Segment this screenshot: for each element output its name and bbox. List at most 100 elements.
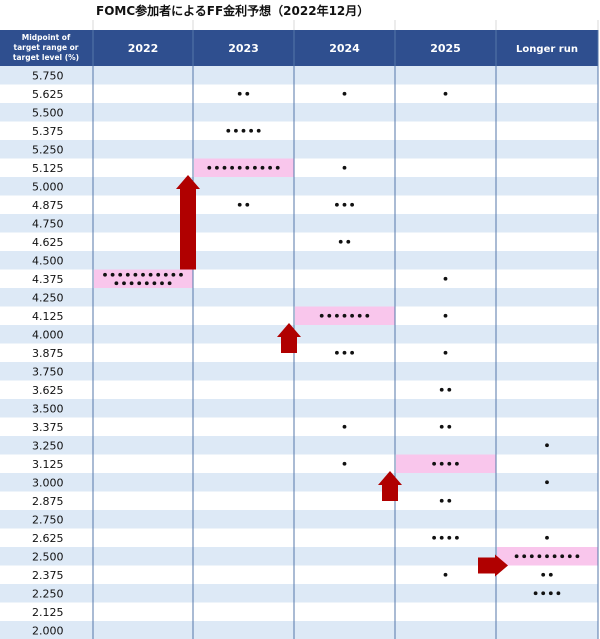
dot [110,272,115,277]
arrow-right [478,554,508,577]
dot [365,313,370,318]
dot [350,350,354,355]
dot [129,281,134,286]
dot [522,554,527,559]
row-band [0,417,598,436]
dot [575,554,580,559]
dot [237,202,242,207]
dot [245,91,250,96]
dot [245,165,250,170]
row-band [0,66,598,85]
dot [432,461,436,466]
row-band [0,343,598,362]
dot [215,165,219,170]
chart-title: FOMC参加者によるFF金利予想（2022年12月） [96,4,370,18]
dot [226,128,231,133]
row-label: 3.125 [32,458,64,471]
dot [439,424,444,429]
header-rowlabel-line: target level (%) [13,53,79,62]
row-label: 5.750 [32,69,64,82]
median-highlight [94,269,193,288]
dot [342,91,347,96]
row-band [0,362,598,381]
median-highlight [396,454,496,473]
row-label: 3.625 [32,384,64,397]
row-label: 5.500 [32,106,64,119]
dot [567,554,572,559]
dot [260,165,265,170]
dot [222,165,227,170]
dot [137,281,142,286]
row-band [0,214,598,233]
column-header-longer-run: Longer run [516,44,578,55]
row-label: 4.125 [32,310,64,323]
column-header-2024: 2024 [329,42,360,55]
dot [114,281,119,286]
dot [443,91,448,96]
dot [342,461,347,466]
dot [245,202,250,207]
dot [455,461,459,466]
column-header-2023: 2023 [228,42,259,55]
row-label: 4.000 [32,328,64,341]
row-label: 5.625 [32,88,64,101]
median-highlight [194,158,294,177]
row-band [0,380,598,399]
title-grid-strip [92,20,599,30]
dot [545,480,549,485]
row-label: 3.250 [32,439,64,452]
row-band [0,547,598,566]
row-band [0,602,598,621]
row-band [0,103,598,122]
row-band [0,177,598,196]
row-label: 4.375 [32,273,64,286]
row-band [0,121,598,140]
row-label: 2.625 [32,532,64,545]
row-band [0,491,598,510]
dot [342,350,347,355]
dot [207,165,212,170]
dot [443,572,448,577]
row-label: 3.750 [32,365,64,378]
dot [163,272,168,277]
dot [447,535,452,540]
dot [545,554,549,559]
dot [342,165,347,170]
header-rowlabel-line: Midpoint of [22,33,71,42]
dot [357,313,362,318]
dot [443,276,448,281]
dot [118,272,123,277]
row-band [0,528,598,547]
dot [237,165,242,170]
dot [327,313,332,318]
row-label: 2.875 [32,495,64,508]
dot [432,535,436,540]
row-label: 2.750 [32,513,64,526]
dot [447,387,452,392]
row-label: 4.750 [32,217,64,230]
row-band [0,436,598,455]
dot [103,272,107,277]
row-band [0,621,598,639]
row-band [0,473,598,492]
dot [179,272,183,277]
row-band [0,269,598,288]
dot [152,281,157,286]
row-label: 3.000 [32,476,64,489]
dot [133,272,138,277]
dot [439,535,444,540]
dot [447,424,452,429]
dot [443,350,448,355]
dot [275,165,280,170]
column-header-2025: 2025 [430,42,461,55]
dot [541,572,546,577]
dot [171,272,176,277]
dot [514,554,519,559]
row-band [0,584,598,603]
row-band [0,84,598,103]
dot [249,128,254,133]
row-label: 2.500 [32,550,64,563]
dot [346,239,351,244]
row-band [0,140,598,159]
